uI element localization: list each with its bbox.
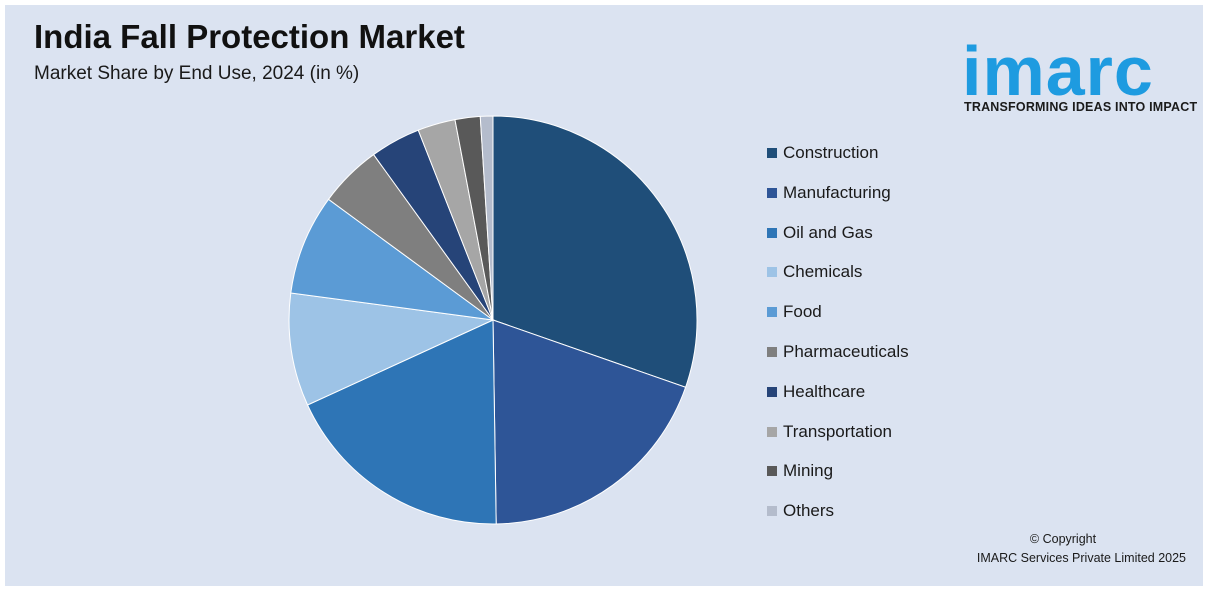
legend-swatch-transportation [767,426,777,437]
legend-item-oil-and-gas: Oil and Gas [767,221,873,245]
legend-item-mining: Mining [767,459,833,483]
chart-subtitle: Market Share by End Use, 2024 (in %) [34,63,360,84]
legend-item-chemicals: Chemicals [767,260,862,284]
legend-label-chemicals: Chemicals [783,262,863,282]
legend-label-others: Others [783,501,835,521]
logo-tagline: TRANSFORMING IDEAS INTO IMPACT [964,100,1198,114]
legend-item-transportation: Transportation [767,420,892,444]
legend-swatch-food [767,307,777,318]
legend-swatch-chemicals [767,267,777,278]
legend-swatch-others [767,506,777,517]
legend-swatch-mining [767,466,777,477]
pie-slice-chemicals [288,292,495,406]
legend-item-food: Food [767,300,822,324]
copyright-line1: © Copyright [1029,532,1097,546]
legend-swatch-oil-and-gas [767,227,777,238]
legend-label-mining: Mining [783,461,834,481]
logo-wordmark: imarc [962,32,1154,110]
legend-label-oil-and-gas: Oil and Gas [783,222,873,242]
pie-slice-manufacturing [492,319,687,525]
legend-swatch-construction [767,148,777,158]
pie-slice-others [479,115,494,321]
legend-label-pharmaceuticals: Pharmaceuticals [783,342,909,361]
legend-label-transportation: Transportation [783,421,892,441]
legend-swatch-pharmaceuticals [767,347,777,357]
pie-slice-construction [492,115,698,388]
copyright-notice: © Copyright IMARC Services Private Limit… [940,530,1186,568]
legend-label-construction: Construction [783,143,879,162]
legend-item-pharmaceuticals: Pharmaceuticals [767,340,909,364]
pie-slices [288,115,698,525]
legend-label-manufacturing: Manufacturing [783,182,891,202]
legend-swatch-healthcare [767,386,777,397]
legend-item-others: Others [767,499,834,523]
pie-slice-food [290,198,494,321]
legend-item-manufacturing: Manufacturing [767,181,891,205]
chart-title: India Fall Protection Market [34,18,465,55]
pie-slice-oil-and-gas [306,319,497,525]
copyright-line2: IMARC Services Private Limited 2025 [976,551,1186,565]
legend-item-healthcare: Healthcare [767,380,865,404]
imarc-logo: imarc TRANSFORMING IDEAS INTO IMPACT [962,18,1198,116]
legend-item-construction: Construction [767,141,878,165]
legend-label-food: Food [783,302,822,322]
legend-swatch-manufacturing [767,187,777,198]
legend-label-healthcare: Healthcare [783,381,866,401]
